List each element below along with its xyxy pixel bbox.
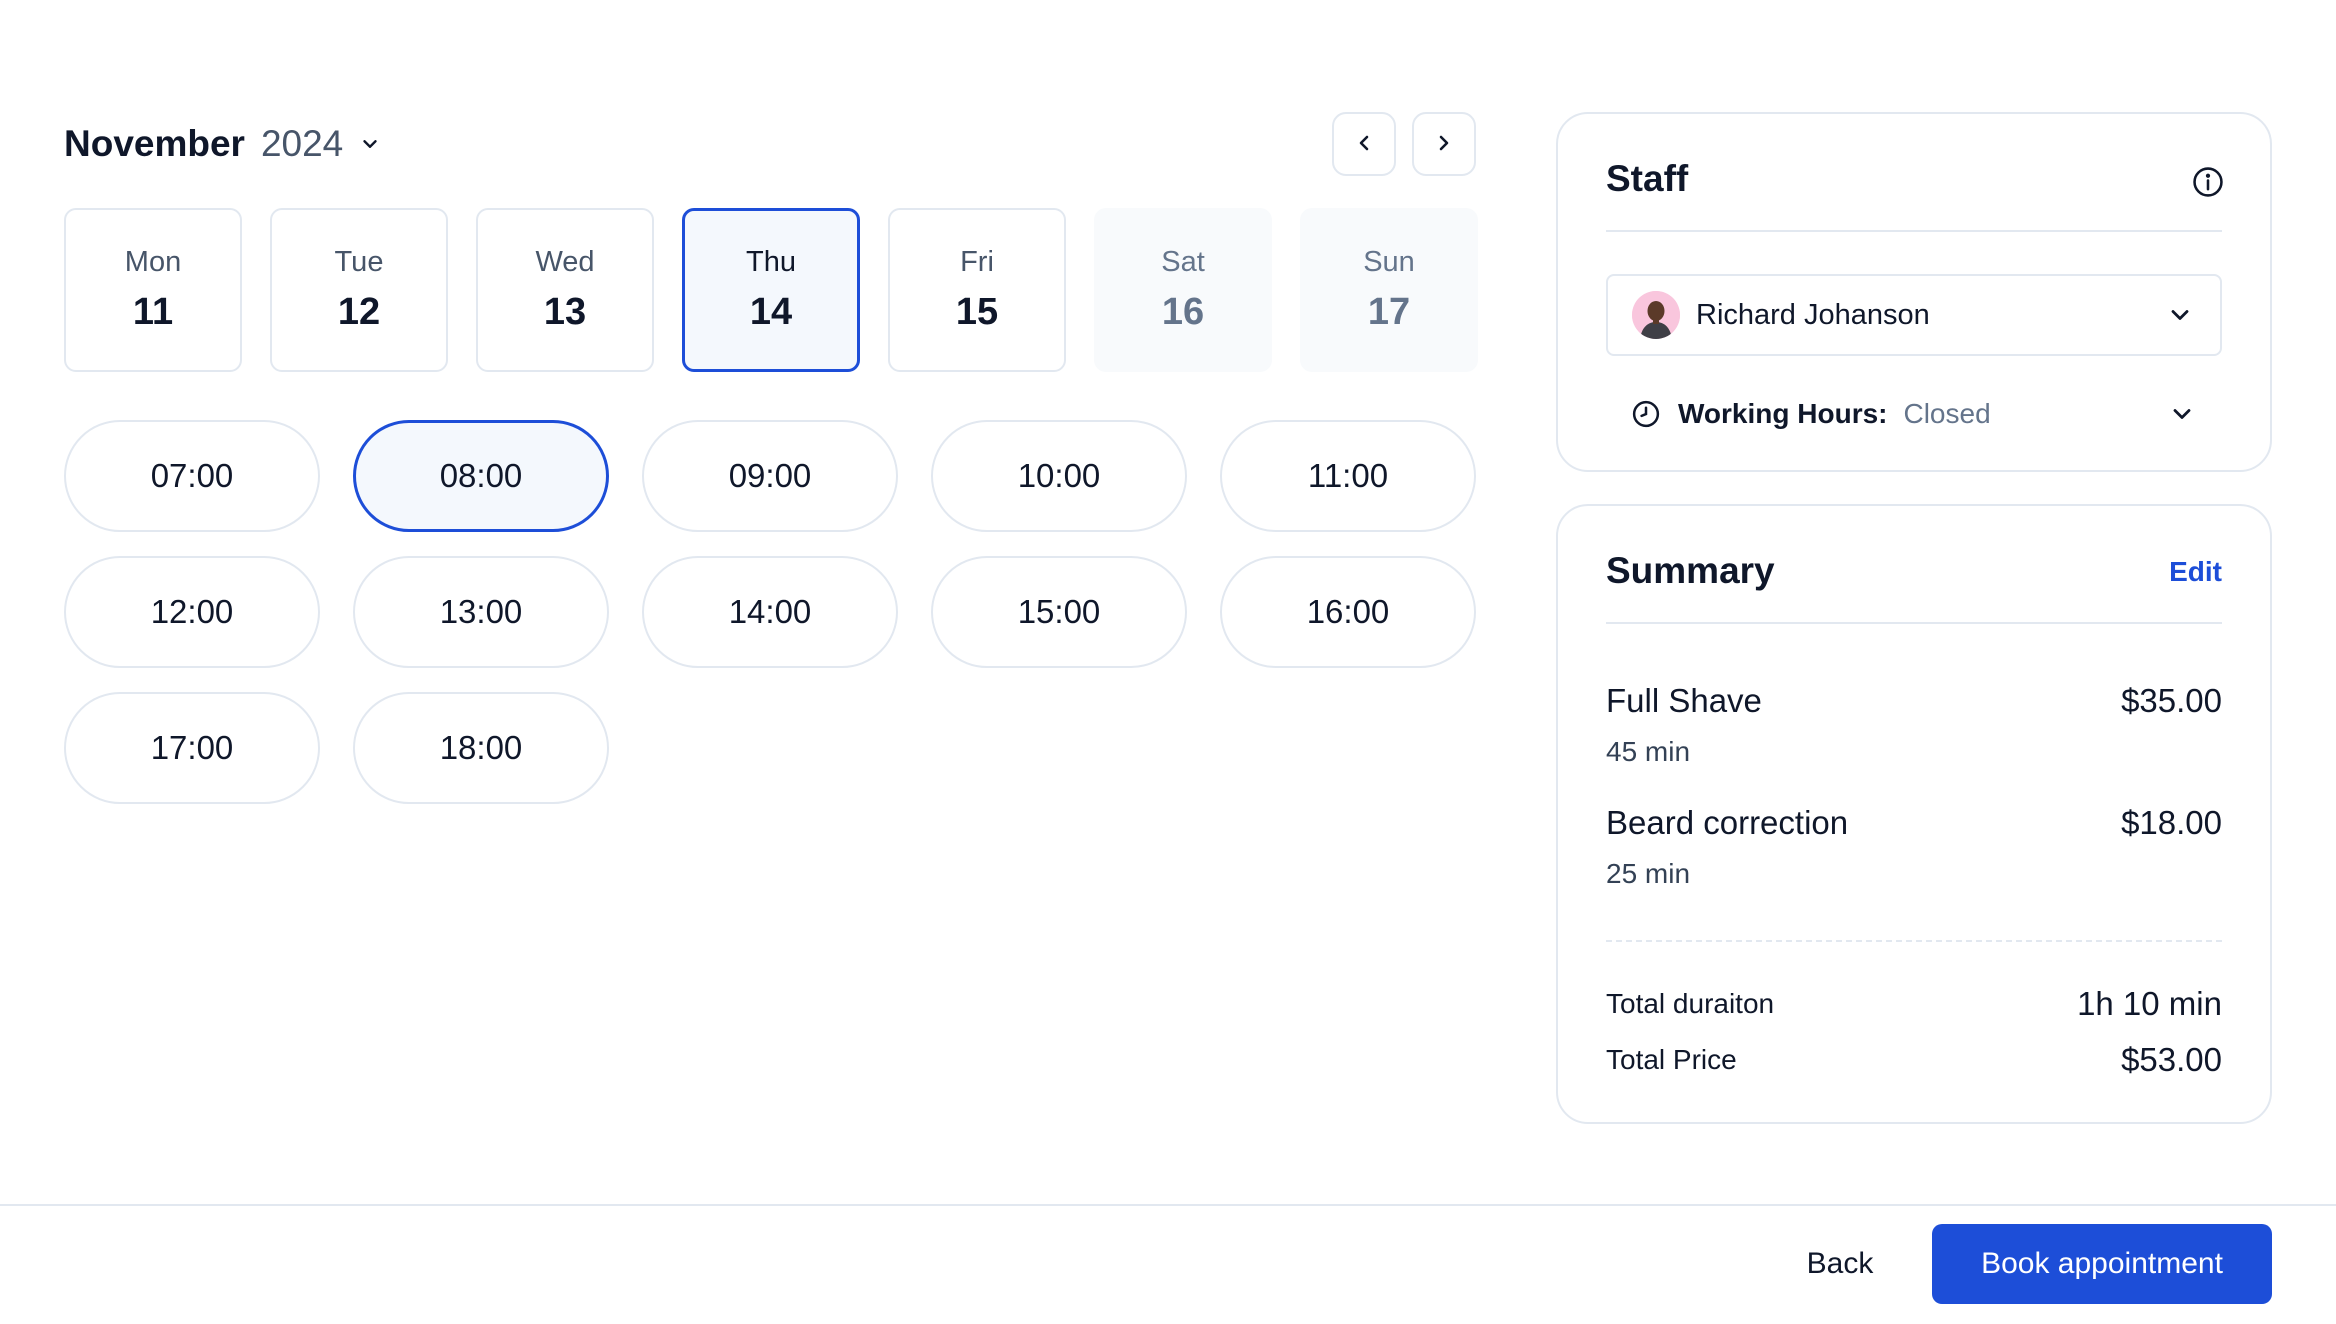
chevron-down-icon <box>2166 398 2198 430</box>
working-hours-toggle[interactable]: Working Hours: Closed <box>1630 384 2222 444</box>
time-slot[interactable]: 07:00 <box>64 420 320 532</box>
day-number: 13 <box>543 291 587 333</box>
total-price-value: $53.00 <box>2121 1041 2222 1078</box>
day-number: 15 <box>955 291 999 333</box>
day-name: Thu <box>746 246 796 278</box>
time-slot[interactable]: 16:00 <box>1220 556 1476 668</box>
edit-link[interactable]: Edit <box>2169 556 2222 587</box>
day-name: Sat <box>1161 246 1205 278</box>
day-card-sun: Sun 17 <box>1300 208 1478 372</box>
day-number: 12 <box>337 291 381 333</box>
day-name: Sun <box>1363 246 1415 278</box>
total-duration-label: Total duraiton <box>1606 988 1775 1019</box>
day-card-fri[interactable]: Fri 15 <box>888 208 1066 372</box>
month-selector[interactable]: November 2024 <box>64 118 387 170</box>
chevron-down-icon[interactable] <box>353 127 387 161</box>
next-week-button[interactable] <box>1412 112 1476 176</box>
service-item: Full Shave $35.00 45 min <box>1606 682 2222 768</box>
service-price: $18.00 <box>2121 804 2222 841</box>
back-button[interactable]: Back <box>1784 1224 1896 1304</box>
staff-name: Richard Johanson <box>1696 298 1930 331</box>
day-name: Fri <box>960 246 994 278</box>
month-year: 2024 <box>260 123 344 164</box>
day-name: Wed <box>535 246 595 278</box>
day-selector: Mon 11 Tue 12 Wed 13 Thu 14 Fri 15 Sat 1… <box>64 208 1478 372</box>
total-price-label: Total Price <box>1606 1044 1737 1075</box>
day-card-wed[interactable]: Wed 13 <box>476 208 654 372</box>
staff-divider <box>1606 230 2222 232</box>
staff-title: Staff <box>1606 158 1689 199</box>
service-duration: 25 min <box>1606 858 1691 889</box>
time-slot[interactable]: 14:00 <box>642 556 898 668</box>
summary-card: Summary Edit Full Shave $35.00 45 min Be… <box>1556 504 2272 1124</box>
total-price-row: Total Price $53.00 <box>1606 1038 2222 1082</box>
day-name: Mon <box>124 246 182 278</box>
book-appointment-button[interactable]: Book appointment <box>1932 1224 2272 1304</box>
staff-card: Staff Richard Johanson Working Hours: Cl… <box>1556 112 2272 472</box>
time-slot[interactable]: 17:00 <box>64 692 320 804</box>
day-number: 17 <box>1367 291 1411 333</box>
time-slot[interactable]: 18:00 <box>353 692 609 804</box>
summary-dashed-divider <box>1606 940 2222 942</box>
day-name: Tue <box>334 246 384 278</box>
summary-title: Summary <box>1606 550 1775 591</box>
time-slot[interactable]: 13:00 <box>353 556 609 668</box>
service-name: Full Shave <box>1606 682 1762 719</box>
chevron-down-icon <box>2164 299 2196 331</box>
day-number: 11 <box>132 291 174 333</box>
day-card-mon[interactable]: Mon 11 <box>64 208 242 372</box>
working-hours-label: Working Hours: <box>1678 398 1888 429</box>
chevron-left-icon <box>1352 131 1376 158</box>
info-icon[interactable] <box>2190 164 2226 200</box>
footer-divider <box>0 1204 2336 1206</box>
time-slot[interactable]: 12:00 <box>64 556 320 668</box>
previous-week-button[interactable] <box>1332 112 1396 176</box>
service-name: Beard correction <box>1606 804 1849 841</box>
clock-icon <box>1630 398 1662 430</box>
day-number: 14 <box>749 291 793 333</box>
month-name: November <box>64 123 245 164</box>
total-duration-value: 1h 10 min <box>2077 985 2222 1022</box>
staff-dropdown[interactable]: Richard Johanson <box>1606 274 2222 356</box>
time-slot-grid: 07:00 08:00 09:00 10:00 11:00 12:00 13:0… <box>64 420 1476 804</box>
day-number: 16 <box>1161 291 1205 333</box>
chevron-right-icon <box>1432 131 1456 158</box>
day-card-thu[interactable]: Thu 14 <box>682 208 860 372</box>
avatar <box>1632 291 1680 339</box>
time-slot-selected[interactable]: 08:00 <box>353 420 609 532</box>
service-price: $35.00 <box>2121 682 2222 719</box>
summary-divider <box>1606 622 2222 624</box>
day-card-tue[interactable]: Tue 12 <box>270 208 448 372</box>
day-card-sat: Sat 16 <box>1094 208 1272 372</box>
total-duration-row: Total duraiton 1h 10 min <box>1606 982 2222 1026</box>
time-slot[interactable]: 11:00 <box>1220 420 1476 532</box>
time-slot[interactable]: 10:00 <box>931 420 1187 532</box>
working-hours-value: Closed <box>1903 398 1991 429</box>
time-slot[interactable]: 15:00 <box>931 556 1187 668</box>
service-item: Beard correction $18.00 25 min <box>1606 804 2222 890</box>
time-slot[interactable]: 09:00 <box>642 420 898 532</box>
service-duration: 45 min <box>1606 736 1691 767</box>
